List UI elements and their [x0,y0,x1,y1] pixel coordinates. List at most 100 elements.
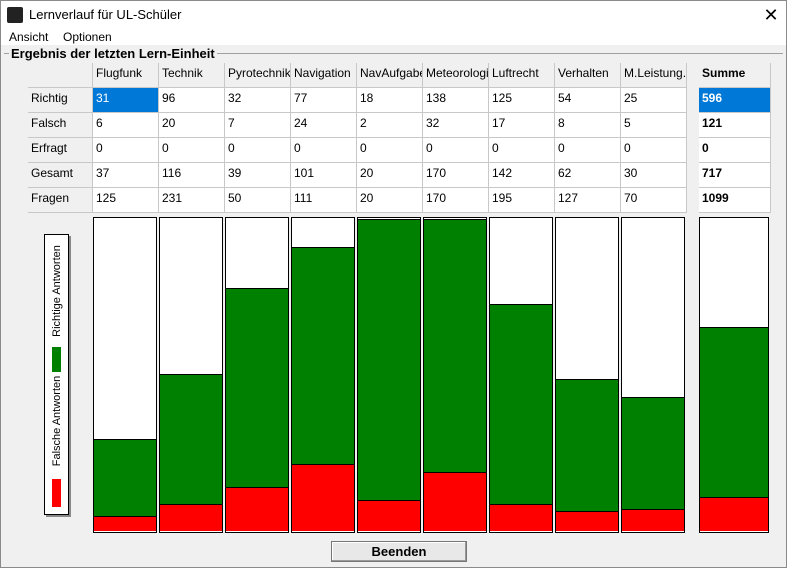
table-cell: 111 [291,188,357,213]
table-cell: 170 [423,163,489,188]
table-cell: 32 [225,88,291,113]
table-cell: 54 [555,88,621,113]
column-header: Verhalten [555,63,621,88]
sum-cell: 0 [699,138,771,163]
table-cell: 39 [225,163,291,188]
legend-swatch [52,347,61,372]
window-title: Lernverlauf für UL-Schüler [29,7,182,22]
group-title: Ergebnis der letzten Lern-Einheit [9,46,217,61]
legend [44,234,69,515]
table-cell: 5 [621,113,687,138]
table-cell: 25 [621,88,687,113]
row-header: Erfragt [28,138,93,163]
menu-bar: Ansicht Optionen [1,29,786,45]
table-cell: 0 [159,138,225,163]
table-cell: 17 [489,113,555,138]
table-cell: 50 [225,188,291,213]
bar-richtig [94,438,156,517]
table-cell: 77 [291,88,357,113]
table-cell: 37 [93,163,159,188]
bar-richtig [226,287,288,488]
table-cell: 0 [555,138,621,163]
sum-cell: 1099 [699,188,771,213]
column-header: Navigation [291,63,357,88]
column-header: Pyrotechnik [225,63,291,88]
table-cell: 125 [93,188,159,213]
table-cell: 0 [423,138,489,163]
table-cell: 195 [489,188,555,213]
row-header: Richtig [28,88,93,113]
column-header: Flugfunk [93,63,159,88]
menu-item[interactable]: Optionen [63,30,112,44]
column-header: Meteorologie [423,63,489,88]
table-cell: 6 [93,113,159,138]
table-cell: 0 [93,138,159,163]
table-cell: 2 [357,113,423,138]
table-cell: 142 [489,163,555,188]
bar-richtig [700,327,768,497]
table-cell: 8 [555,113,621,138]
row-header: Falsch [28,113,93,138]
table-cell: 101 [291,163,357,188]
bar-richtig [292,247,354,464]
bar-falsch [292,463,354,531]
table-cell: 138 [423,88,489,113]
table-cell: 32 [423,113,489,138]
menu-item[interactable]: Ansicht [9,30,49,44]
column-header: NavAufgabe [357,63,423,88]
table-cell: 7 [225,113,291,138]
bar-falsch [358,499,420,531]
table-cell: 0 [225,138,291,163]
table-corner [28,63,93,88]
table-cell: 116 [159,163,225,188]
table-cell: 31 [93,88,159,113]
table-cell: 127 [555,188,621,213]
legend-text: Falsche Antworten [51,375,63,467]
table-cell: 0 [291,138,357,163]
bar-richtig [622,397,684,509]
bar-falsch [700,496,768,531]
legend-text: Richtige Antworten [51,245,63,337]
table-cell: 125 [489,88,555,113]
close-button[interactable]: ✕ [763,5,779,25]
table-cell: 24 [291,113,357,138]
row-header: Fragen [28,188,93,213]
column-header: Luftrecht [489,63,555,88]
group-frame [4,53,783,537]
bar-falsch [424,472,486,531]
bar-richtig [490,303,552,504]
bar-richtig [556,378,618,512]
bar-falsch [160,503,222,531]
table-cell: 0 [621,138,687,163]
bar-falsch [94,516,156,531]
column-header: Summe [699,63,771,88]
column-header: M.Leistung. [621,63,687,88]
sum-cell: 121 [699,113,771,138]
bar-falsch [226,487,288,531]
table-cell: 62 [555,163,621,188]
table-cell: 70 [621,188,687,213]
table-cell: 20 [159,113,225,138]
bar-richtig [424,219,486,473]
app-icon [7,7,23,23]
bar-falsch [556,511,618,531]
bar-falsch [622,508,684,531]
title-bar: Lernverlauf für UL-Schüler ✕ [1,1,786,29]
table-cell: 20 [357,163,423,188]
table-cell: 30 [621,163,687,188]
sum-cell: 596 [699,88,771,113]
sum-cell: 717 [699,163,771,188]
table-cell: 0 [357,138,423,163]
column-header: Technik [159,63,225,88]
bar-richtig [160,374,222,504]
table-cell: 170 [423,188,489,213]
table-cell: 18 [357,88,423,113]
table-cell: 231 [159,188,225,213]
table-cell: 0 [489,138,555,163]
table-cell: 96 [159,88,225,113]
row-header: Gesamt [28,163,93,188]
bar-richtig [358,219,420,500]
bar-falsch [490,503,552,531]
button[interactable]: Beenden [331,541,467,562]
